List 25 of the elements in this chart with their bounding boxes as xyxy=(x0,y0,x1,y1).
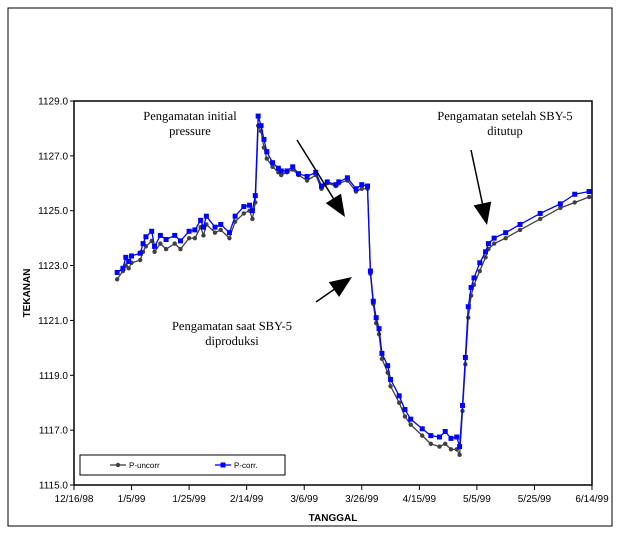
x-tick-label: 3/6/99 xyxy=(290,494,319,505)
y-axis-title: TEKANAN xyxy=(22,268,33,318)
x-tick-label: 1/5/99 xyxy=(118,494,146,505)
y-tick-label: 1125.0 xyxy=(38,206,68,218)
x-tick-label: 5/25/99 xyxy=(518,494,552,505)
x-tick-label: 4/15/99 xyxy=(402,494,436,505)
x-tick-label: 3/26/99 xyxy=(345,494,379,505)
y-tick-label: 1119.0 xyxy=(38,370,68,382)
x-tick-label: 12/16/98 xyxy=(54,494,94,505)
x-tick-label: 1/25/99 xyxy=(172,494,206,505)
y-tick-label: 1129.0 xyxy=(38,96,68,108)
x-tick-label: 5/5/99 xyxy=(462,494,492,505)
y-tick-label: 1115.0 xyxy=(38,480,68,492)
annotation: Pengamatan initial pressure xyxy=(143,109,238,138)
x-tick-label: 2/14/99 xyxy=(230,494,264,505)
x-tick-label: 6/14/99 xyxy=(575,494,610,505)
x-axis-title: TANGGAL xyxy=(308,513,358,524)
legend-label: P-corr. xyxy=(234,460,258,470)
annotation: Pengamatan setelah SBY-5 ditutup xyxy=(437,109,573,138)
annotation: Pengamatan saat SBY-5 diproduksi xyxy=(172,319,292,348)
y-tick-label: 1117.0 xyxy=(38,426,68,437)
legend-label: P-uncorr xyxy=(129,460,160,470)
y-tick-label: 1123.0 xyxy=(38,261,68,272)
y-tick-label: 1127.0 xyxy=(38,151,68,162)
y-tick-label: 1121.0 xyxy=(38,316,68,327)
